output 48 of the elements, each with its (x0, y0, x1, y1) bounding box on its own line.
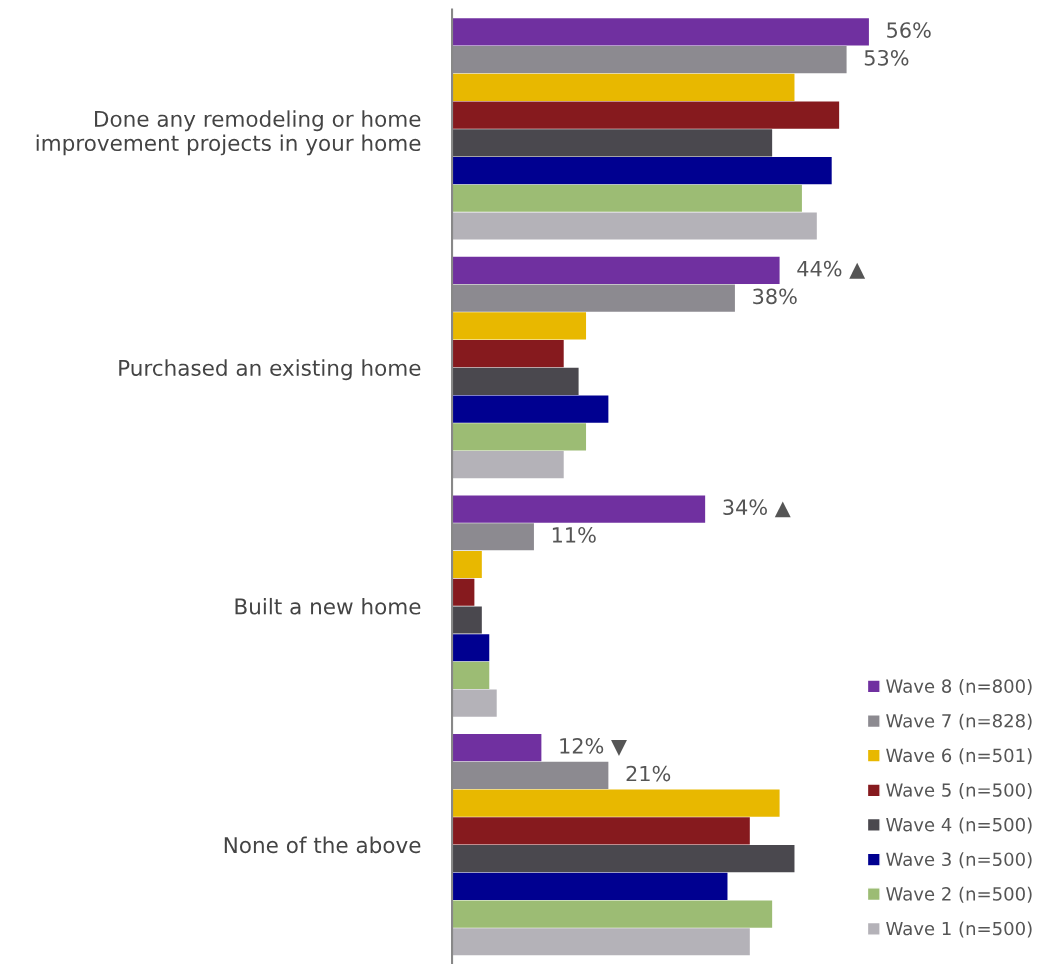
bar (452, 634, 490, 662)
bar (452, 789, 780, 817)
bar (452, 367, 579, 395)
data-label: 44% ▲ (797, 260, 866, 279)
y-tick-label: Built a new home (235, 597, 421, 615)
bar (452, 256, 780, 285)
bar (452, 18, 869, 46)
bar (452, 423, 587, 451)
bar (452, 900, 773, 928)
data-label: 34% ▲ (723, 499, 791, 518)
y-tick-label: Purchased an existing home (119, 359, 421, 381)
bar (452, 844, 795, 873)
data-label: 38% (753, 288, 797, 305)
data-label: 12% ▼ (560, 737, 627, 756)
legend-label: Wave 1 (n=500) (886, 921, 1032, 938)
data-label: 56% (887, 22, 931, 38)
bar (452, 495, 706, 523)
y-tick-label: Done any remodeling or home improvement projects in your home (36, 110, 421, 156)
bar (452, 578, 475, 606)
legend-label: Wave 2 (n=500) (886, 886, 1032, 903)
bar (452, 184, 802, 212)
bar (452, 340, 564, 368)
data-label: 21% (626, 765, 671, 782)
bar (452, 734, 542, 762)
bar (452, 451, 564, 479)
legend-label: Wave 5 (n=500) (886, 782, 1032, 799)
bar (452, 817, 750, 845)
bar (452, 212, 817, 240)
legend-label: Wave 8 (n=800) (886, 679, 1032, 696)
bar (452, 550, 482, 579)
bar (452, 689, 497, 717)
bar (452, 312, 587, 340)
legend-label: Wave 3 (n=500) (886, 852, 1032, 869)
bar (452, 156, 832, 185)
legend-label: Wave 4 (n=500) (886, 817, 1032, 834)
bar (452, 661, 490, 690)
y-tick-label: None of the above (224, 836, 421, 854)
bar (452, 606, 482, 634)
bar (452, 872, 728, 900)
bar (452, 101, 840, 129)
bar (452, 129, 773, 157)
bar (452, 73, 795, 101)
legend-label: Wave 6 (n=501) (886, 748, 1032, 765)
legend-label: Wave 7 (n=828) (886, 713, 1032, 730)
bar (452, 395, 609, 423)
data-label: 53% (864, 49, 909, 66)
bar (452, 928, 750, 956)
data-label: 11% (552, 527, 596, 543)
